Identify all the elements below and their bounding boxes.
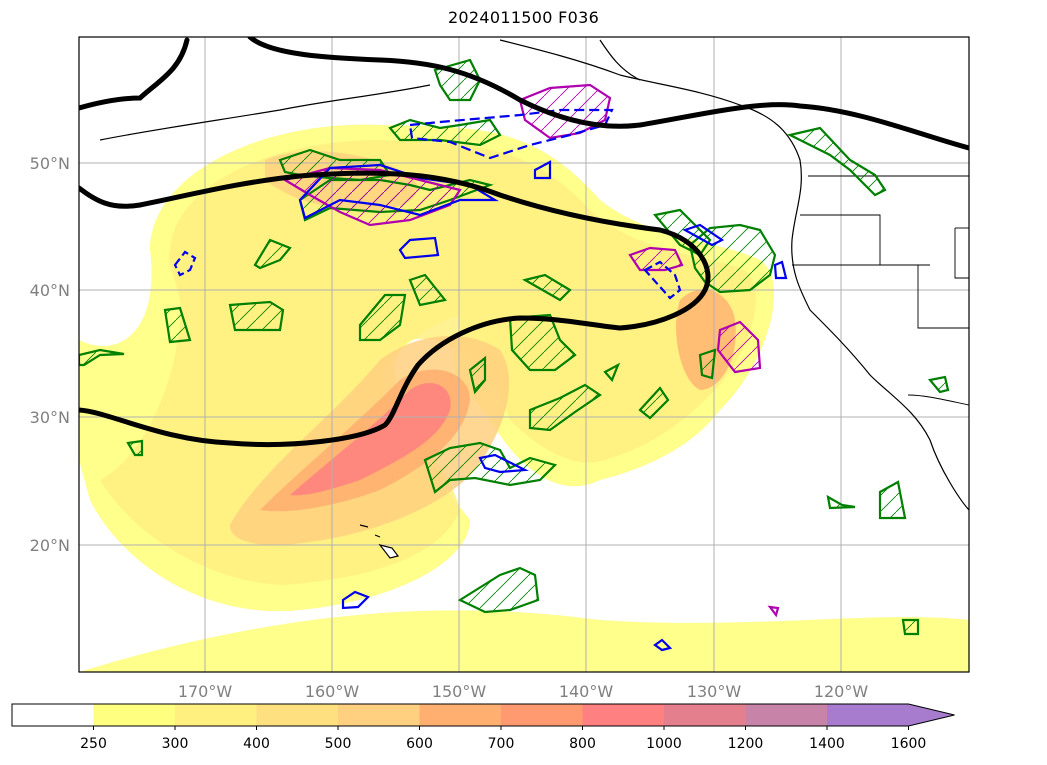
colorbar-swatch <box>827 704 909 726</box>
ivt-level-1000 <box>290 382 451 496</box>
lon-label-130w: 130°W <box>687 682 742 701</box>
colorbar-tick-label: 700 <box>488 736 515 752</box>
lon-label-170w: 170°W <box>178 682 233 701</box>
ivt-level-250-south <box>79 610 969 672</box>
coastlines <box>99 39 969 559</box>
lat-label-50: 50°N <box>30 154 70 173</box>
lat-label-40: 40°N <box>30 281 70 300</box>
lon-label-120w: 120°W <box>814 682 869 701</box>
magenta-contours <box>282 83 780 618</box>
colorbar-swatch <box>338 704 420 726</box>
colorbar-tick-label: 1200 <box>728 736 764 752</box>
height-contours <box>79 37 969 447</box>
colorbar-tick-label: 500 <box>325 736 352 752</box>
ivt-shading <box>79 124 969 672</box>
state-borders <box>792 175 969 406</box>
colorbar-swatch <box>93 704 176 726</box>
lon-label-140w: 140°W <box>559 682 614 701</box>
lon-labels: 170°W 160°W 150°W 140°W 130°W 120°W <box>178 682 869 701</box>
colorbar-tick-label: 1000 <box>646 736 682 752</box>
green-contours <box>79 58 950 636</box>
lon-label-150w: 150°W <box>432 682 487 701</box>
colorbar-tick-label: 400 <box>243 736 270 752</box>
colorbar-tick-label: 250 <box>80 736 107 752</box>
colorbar-tick-label: 1400 <box>809 736 845 752</box>
lon-label-160w: 160°W <box>305 682 360 701</box>
colorbar-swatch <box>256 704 339 726</box>
colorbar-tick-label: 300 <box>162 736 189 752</box>
colorbar: 250 300 400 500 600 700 800 1000 1200 1400 1600 <box>11 703 955 752</box>
colorbar-tick-label: 1600 <box>891 736 927 752</box>
colorbar-extend-arrow <box>908 704 955 726</box>
colorbar-swatch <box>419 704 502 726</box>
colorbar-swatch <box>501 704 583 726</box>
colorbar-outline <box>11 703 955 727</box>
blue-contours <box>173 108 788 652</box>
map-frame <box>78 36 970 673</box>
colorbar-swatch <box>12 704 94 726</box>
lat-label-30: 30°N <box>30 408 70 427</box>
colorbar-swatch <box>582 704 665 726</box>
colorbar-swatch <box>175 704 257 726</box>
chart-title: 2024011500 F036 <box>447 8 600 27</box>
ivt-level-700-east <box>676 289 736 390</box>
lat-labels: 50°N 40°N 30°N 20°N <box>30 154 70 555</box>
lat-label-20: 20°N <box>30 536 70 555</box>
colorbar-swatch <box>745 704 828 726</box>
colorbar-swatch <box>664 704 746 726</box>
colorbar-tick-label: 600 <box>406 736 433 752</box>
colorbar-tick-label: 800 <box>569 736 596 752</box>
